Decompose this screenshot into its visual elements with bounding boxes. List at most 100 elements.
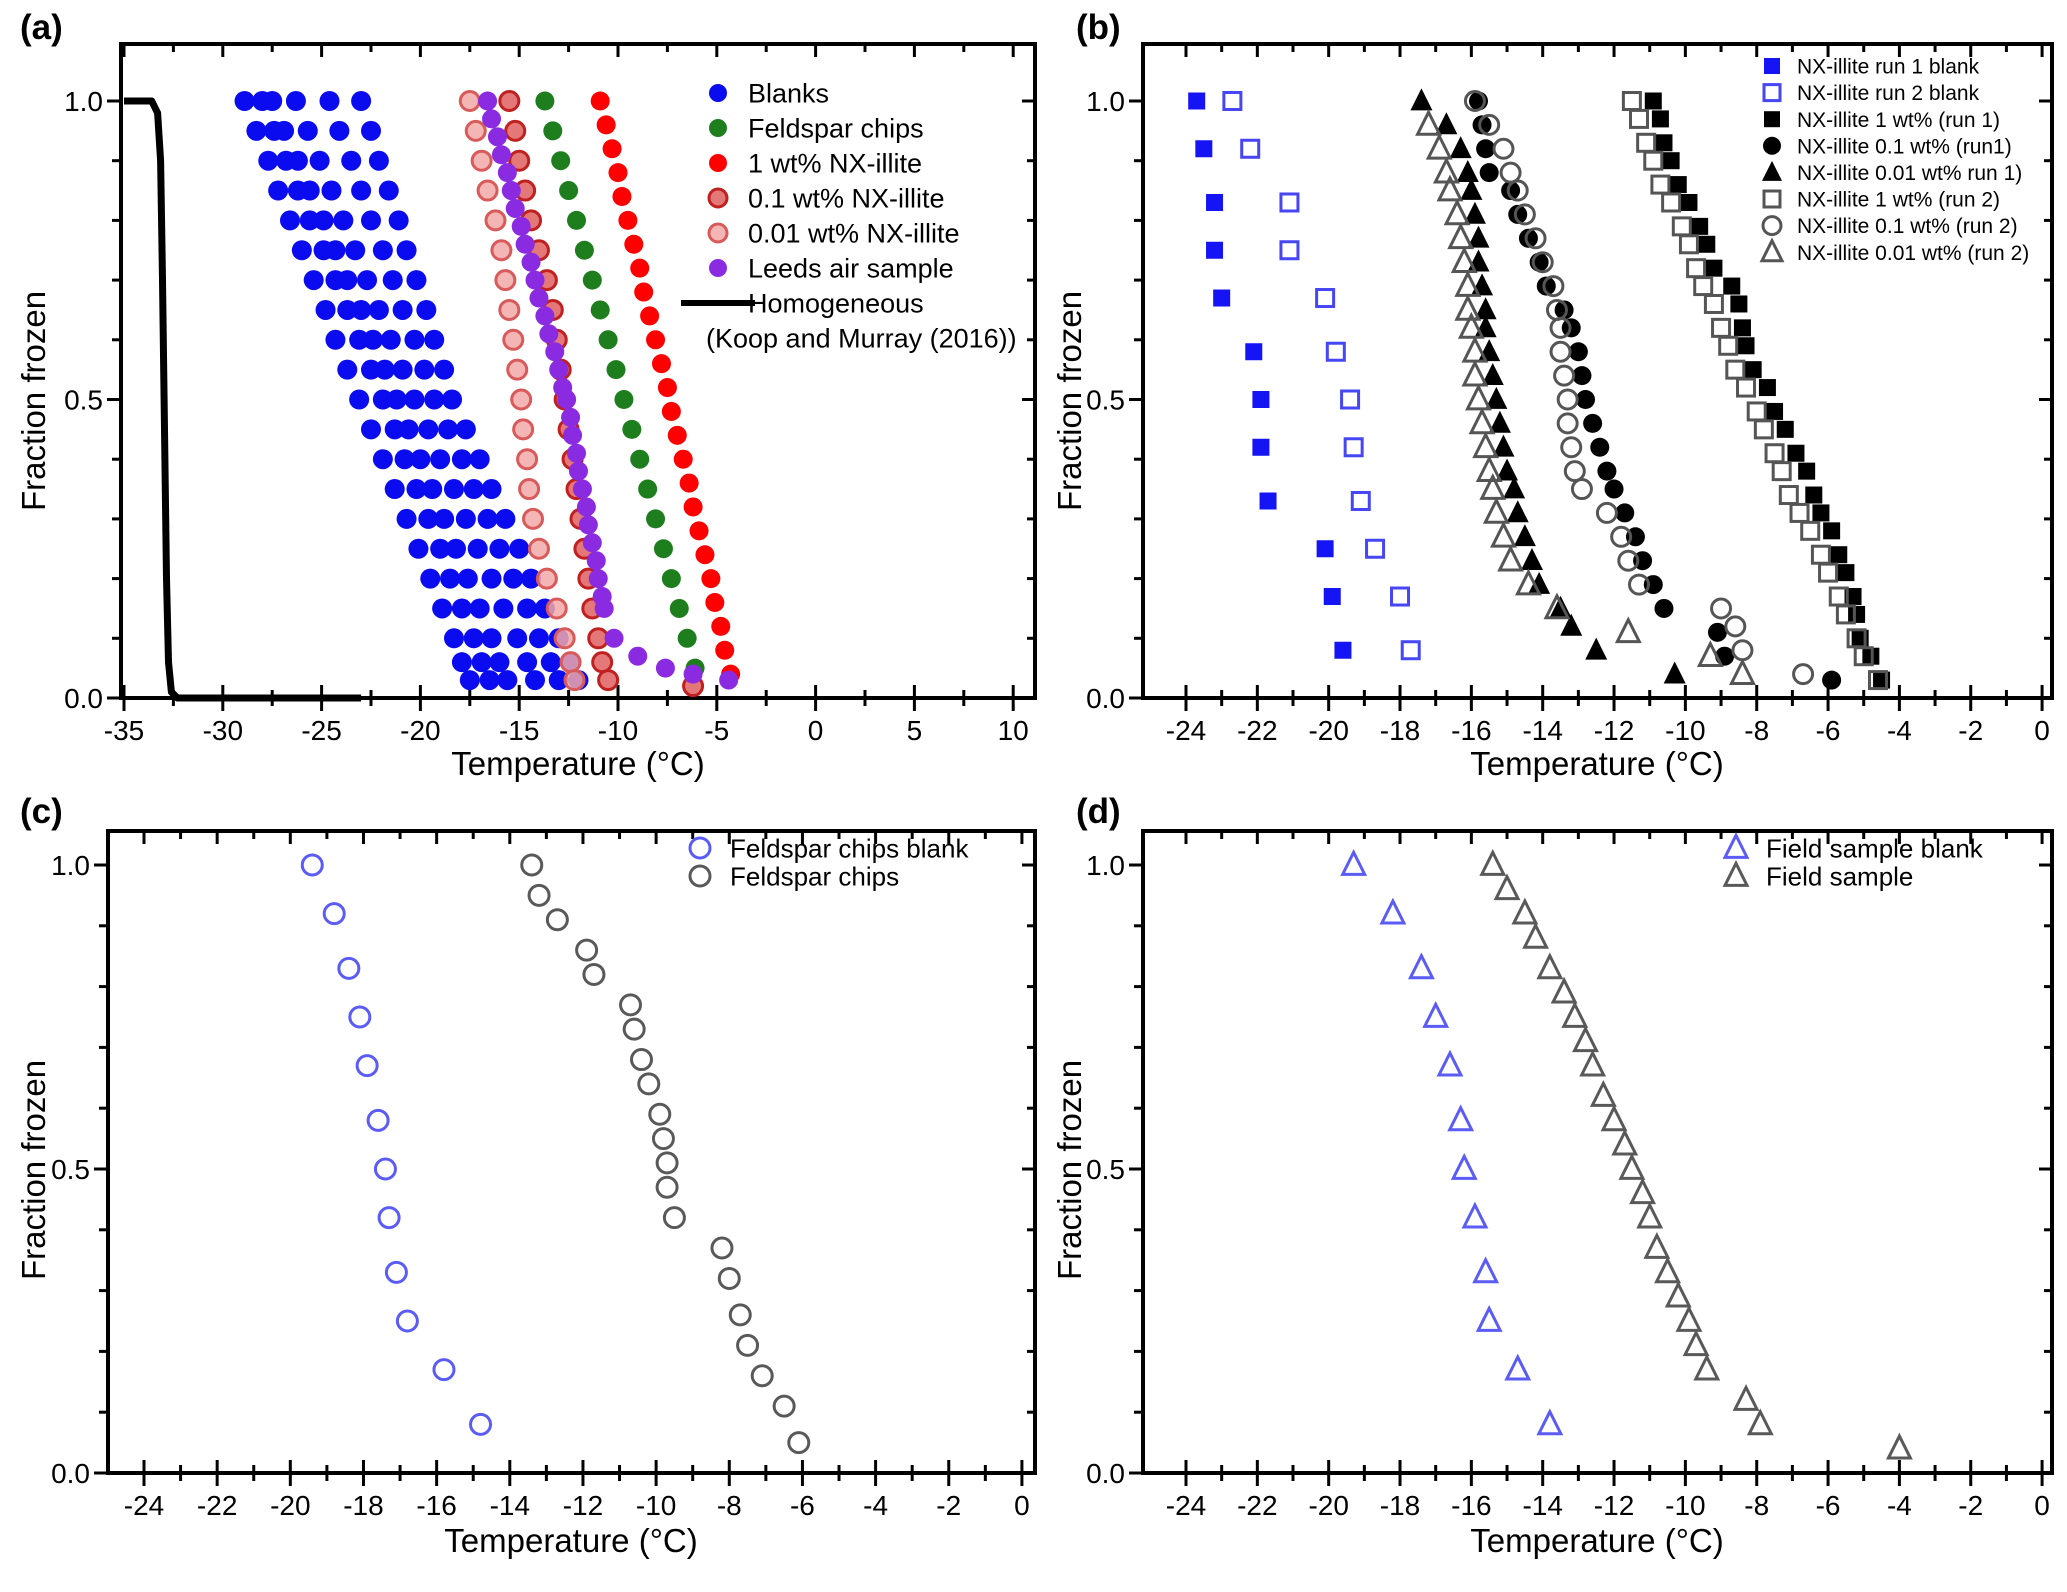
panel-a-series-feldspar-chips <box>535 91 705 678</box>
panel-c-x-axis <box>142 831 1024 1486</box>
panel-a-series-blanks-run-6 <box>351 91 589 691</box>
panel-b-x-axis <box>1184 44 2044 711</box>
svg-text:-8: -8 <box>717 1490 742 1521</box>
panel-c-series-feldspar-chips <box>520 853 811 1455</box>
panel-b-series-nx-illite-0-01-wt-run-2 <box>1415 108 1756 685</box>
panel-b-y-axis <box>1129 99 2052 700</box>
legend-label-nx-illite-1-wt-run-1: NX-illite 1 wt% (run 1) <box>1797 109 2000 132</box>
panel-b-x-tick-labels: -24 -22 -20 -18 -16 -14 -12 -10 -8 -6 -4 -2 0 <box>1166 715 2050 746</box>
svg-text:0.5: 0.5 <box>1086 385 1125 416</box>
legend-label-0-1-wt-nx-illite: 0.1 wt% NX-illite <box>748 184 945 214</box>
svg-text:0.0: 0.0 <box>51 1458 90 1489</box>
panel-d-letter: (d) <box>1076 792 1121 831</box>
panel-b-y-tick-labels: 0.0 0.5 1.0 <box>1086 86 1125 714</box>
svg-text:0: 0 <box>2034 715 2050 746</box>
svg-text:0.5: 0.5 <box>64 385 103 416</box>
svg-text:0: 0 <box>808 715 824 746</box>
panel-b: -24 -22 -20 -18 -16 -14 -12 -10 -8 -6 -4 -2 00.00.51… <box>1086 42 2054 746</box>
panel-b-letter: (b) <box>1076 8 1121 47</box>
legend-label-0-01-wt-nx-illite: 0.01 wt% NX-illite <box>748 219 960 249</box>
svg-text:-12: -12 <box>1594 1490 1634 1521</box>
svg-text:0: 0 <box>2034 1490 2050 1521</box>
panel-d-frame <box>1141 829 2054 1475</box>
panel-d-y-axis <box>1129 863 2052 1475</box>
panel-a-x-tick-labels: -35 -30 -25 -20 -15 -10 -5 0 5 10 <box>104 715 1029 746</box>
legend-label-feldspar-chips-blank: Feldspar chips blank <box>730 833 969 863</box>
legend-label-feldspar-chips: Feldspar chips <box>730 861 899 891</box>
svg-text:-22: -22 <box>1237 1490 1277 1521</box>
panel-a-series-leeds-air-sample <box>478 91 739 690</box>
legend-label-1-wt-nx-illite: 1 wt% NX-illite <box>748 149 922 179</box>
svg-text:0.0: 0.0 <box>1086 683 1125 714</box>
panel-a-series-0-01-wt-nx-illite <box>458 90 586 692</box>
panel-b-series-nx-illite-0-1-wt-run-2 <box>1463 90 1815 686</box>
svg-text:-18: -18 <box>1380 715 1420 746</box>
svg-text:-24: -24 <box>1166 715 1206 746</box>
svg-text:-8: -8 <box>1744 715 1769 746</box>
panel-a-series-1-wt-nx-illite <box>590 91 741 684</box>
svg-text:-18: -18 <box>1380 1490 1420 1521</box>
panel-a-letter: (a) <box>20 8 63 47</box>
svg-text:0.0: 0.0 <box>1086 1458 1125 1489</box>
panel-b-series-nx-illite-0-01-wt-run-1 <box>1410 88 1686 684</box>
panel-a-series-blanks-run-5 <box>319 91 569 691</box>
panel-d-series-field-sample <box>1479 848 1913 1460</box>
panel-d-x-axis <box>1184 831 2044 1486</box>
svg-text:-14: -14 <box>1522 1490 1562 1521</box>
panel-a-legend: Blanks Feldspar chips 1 wt% NX-illite 0.1 w… <box>681 79 1017 354</box>
svg-text:-15: -15 <box>499 715 539 746</box>
svg-text:10: 10 <box>998 715 1029 746</box>
panel-a-y-axis <box>107 99 1035 700</box>
panel-c-y-axis-title: Fraction frozen <box>15 1059 52 1281</box>
svg-text:-25: -25 <box>301 715 341 746</box>
svg-text:-5: -5 <box>704 715 729 746</box>
panel-b-series-nx-illite-1-wt-run-1 <box>1644 92 1891 689</box>
legend-label-field-sample: Field sample <box>1766 861 1913 891</box>
panel-d-y-axis-title: Fraction frozen <box>1051 1059 1088 1281</box>
panel-a-series-blanks-run-4 <box>285 91 546 691</box>
svg-text:0: 0 <box>1014 1490 1030 1521</box>
svg-text:-20: -20 <box>270 1490 310 1521</box>
panel-d-series-field-sample-blank <box>1340 848 1564 1436</box>
panel-d-x-tick-labels: -24 -22 -20 -18 -16 -14 -12 -10 -8 -6 -4 -2 0 <box>1166 1490 2050 1521</box>
svg-text:-12: -12 <box>563 1490 603 1521</box>
svg-text:-2: -2 <box>1958 1490 1983 1521</box>
panel-a-series-blanks-run-1 <box>234 91 480 691</box>
panel-c: -24 -22 -20 -18 -16 -14 -12 -10 -8 -6 -4 -2 00.00.51… <box>51 829 1037 1521</box>
panel-b-y-axis-title: Fraction frozen <box>1051 290 1088 512</box>
panel-b-x-axis-title: Temperature (°C) <box>1470 745 1724 782</box>
panel-c-y-tick-labels: 0.0 0.5 1.0 <box>51 850 90 1489</box>
svg-text:-16: -16 <box>1451 715 1491 746</box>
svg-text:-22: -22 <box>1237 715 1277 746</box>
legend-label-leeds-air-sample: Leeds air sample <box>748 254 954 284</box>
panel-c-frame <box>106 829 1037 1475</box>
svg-text:1.0: 1.0 <box>51 850 90 881</box>
svg-text:-10: -10 <box>1665 1490 1705 1521</box>
legend-label-koop-and-murray-2016: (Koop and Murray (2016)) <box>706 324 1017 354</box>
legend-label-blanks: Blanks <box>748 79 829 109</box>
panel-a-series-blanks-run-3 <box>262 91 518 691</box>
panel-d: -24 -22 -20 -18 -16 -14 -12 -10 -8 -6 -4 -2 00.00.51… <box>1086 829 2054 1521</box>
svg-text:-14: -14 <box>490 1490 530 1521</box>
svg-text:-24: -24 <box>1166 1490 1206 1521</box>
svg-text:-35: -35 <box>104 715 144 746</box>
svg-text:-4: -4 <box>863 1490 888 1521</box>
svg-text:-4: -4 <box>1887 715 1912 746</box>
svg-text:0.5: 0.5 <box>51 1154 90 1185</box>
svg-text:0.5: 0.5 <box>1086 1154 1125 1185</box>
svg-text:-22: -22 <box>197 1490 237 1521</box>
svg-text:-16: -16 <box>1451 1490 1491 1521</box>
svg-text:-4: -4 <box>1887 1490 1912 1521</box>
svg-text:5: 5 <box>907 715 923 746</box>
legend-label-nx-illite-1-wt-run-2: NX-illite 1 wt% (run 2) <box>1797 189 2000 212</box>
svg-text:-20: -20 <box>1308 715 1348 746</box>
legend-label-feldspar-chips: Feldspar chips <box>748 114 924 144</box>
panel-a-x-axis-title: Temperature (°C) <box>451 745 705 782</box>
panel-b-series-nx-illite-run-1-blank <box>1188 92 1352 659</box>
panel-c-series-feldspar-chips-blank <box>300 853 493 1436</box>
legend-label-nx-illite-0-1-wt-run1: NX-illite 0.1 wt% (run1) <box>1797 135 2012 158</box>
panel-a-series-homogeneous-koop-and-murray-2016 <box>124 97 362 702</box>
svg-text:0.0: 0.0 <box>64 683 103 714</box>
